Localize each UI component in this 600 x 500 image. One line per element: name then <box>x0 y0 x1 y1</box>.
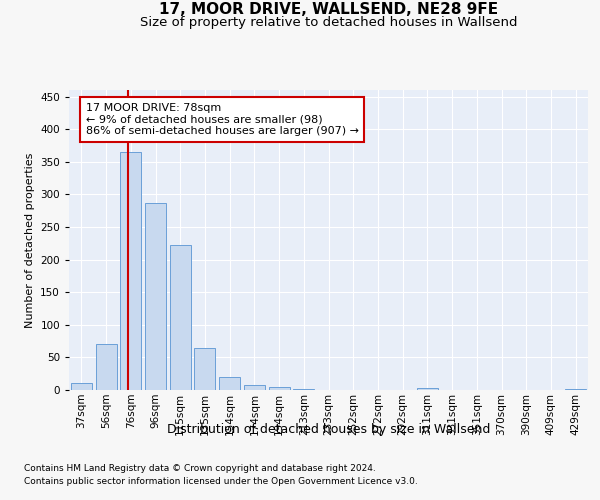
Bar <box>219 377 240 390</box>
Bar <box>417 388 438 390</box>
Bar <box>71 383 92 390</box>
Text: Distribution of detached houses by size in Wallsend: Distribution of detached houses by size … <box>167 422 490 436</box>
Bar <box>293 388 314 390</box>
Bar <box>244 386 265 390</box>
Bar <box>269 386 290 390</box>
Text: 17, MOOR DRIVE, WALLSEND, NE28 9FE: 17, MOOR DRIVE, WALLSEND, NE28 9FE <box>159 2 499 18</box>
Bar <box>565 388 586 390</box>
Bar <box>120 152 141 390</box>
Bar <box>170 245 191 390</box>
Bar <box>194 348 215 390</box>
Text: Contains HM Land Registry data © Crown copyright and database right 2024.: Contains HM Land Registry data © Crown c… <box>24 464 376 473</box>
Text: Contains public sector information licensed under the Open Government Licence v3: Contains public sector information licen… <box>24 478 418 486</box>
Text: 17 MOOR DRIVE: 78sqm
← 9% of detached houses are smaller (98)
86% of semi-detach: 17 MOOR DRIVE: 78sqm ← 9% of detached ho… <box>86 103 359 136</box>
Y-axis label: Number of detached properties: Number of detached properties <box>25 152 35 328</box>
Text: Size of property relative to detached houses in Wallsend: Size of property relative to detached ho… <box>140 16 518 29</box>
Bar <box>145 203 166 390</box>
Bar <box>95 344 116 390</box>
